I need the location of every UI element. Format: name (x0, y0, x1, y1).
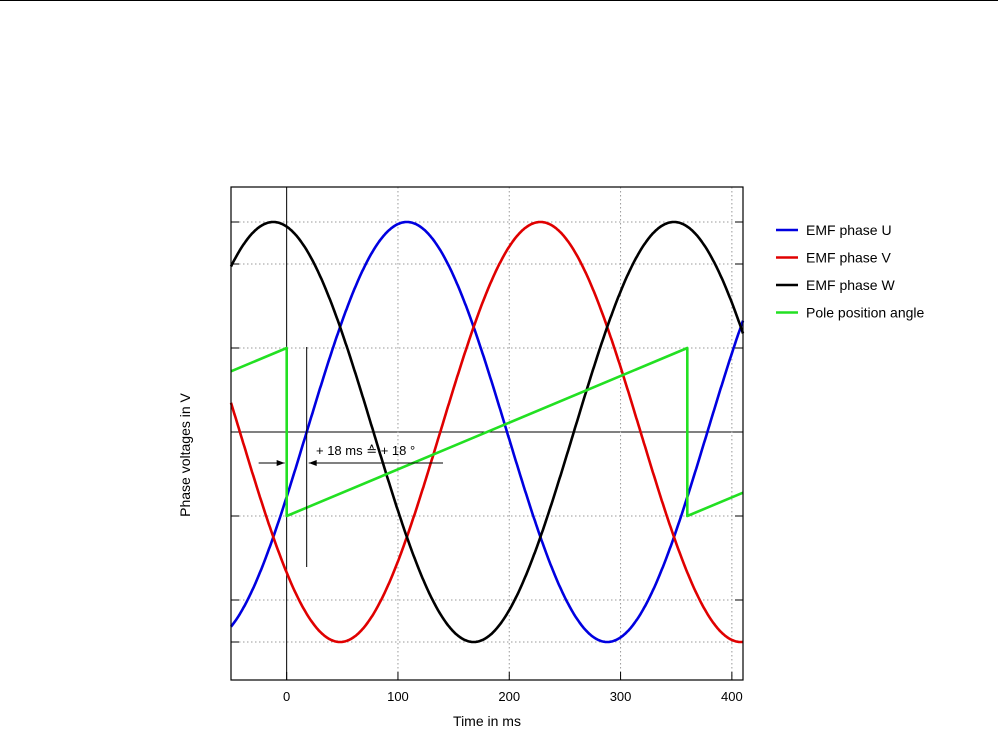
x-tick-label: 0 (283, 689, 290, 704)
y-axis-title: Phase voltages in V (177, 392, 193, 516)
series-layer (229, 220, 745, 644)
shift-arrowhead-left (308, 460, 317, 466)
x-tick-label: 400 (721, 689, 743, 704)
annotation-layer: + 18 ms ≙ + 18 ° (258, 347, 443, 567)
shift-arrowhead-right (276, 460, 285, 466)
shift-annotation-label: + 18 ms ≙ + 18 ° (316, 443, 415, 458)
legend-label: EMF phase W (806, 277, 895, 293)
legend-label: EMF phase U (806, 222, 892, 238)
series-emf-phase-u (229, 220, 745, 644)
grid-layer (231, 187, 743, 680)
x-tick-label: 300 (610, 689, 632, 704)
series-emf-phase-v (229, 220, 744, 644)
legend-label: Pole position angle (806, 305, 925, 321)
series-emf-phase-w (229, 220, 745, 644)
x-axis-title: Time in ms (453, 713, 521, 729)
top-rule (0, 0, 998, 1)
x-tick-label: 100 (387, 689, 409, 704)
x-tick-layer: 0 100 200 300 400 (283, 672, 743, 704)
legend-label: EMF phase V (806, 250, 891, 266)
legend: EMF phase U EMF phase V EMF phase W Pole po… (776, 222, 925, 321)
plot-frame (230, 186, 744, 681)
x-tick-label: 200 (498, 689, 520, 704)
series-pole-position-angle (230, 346, 744, 518)
